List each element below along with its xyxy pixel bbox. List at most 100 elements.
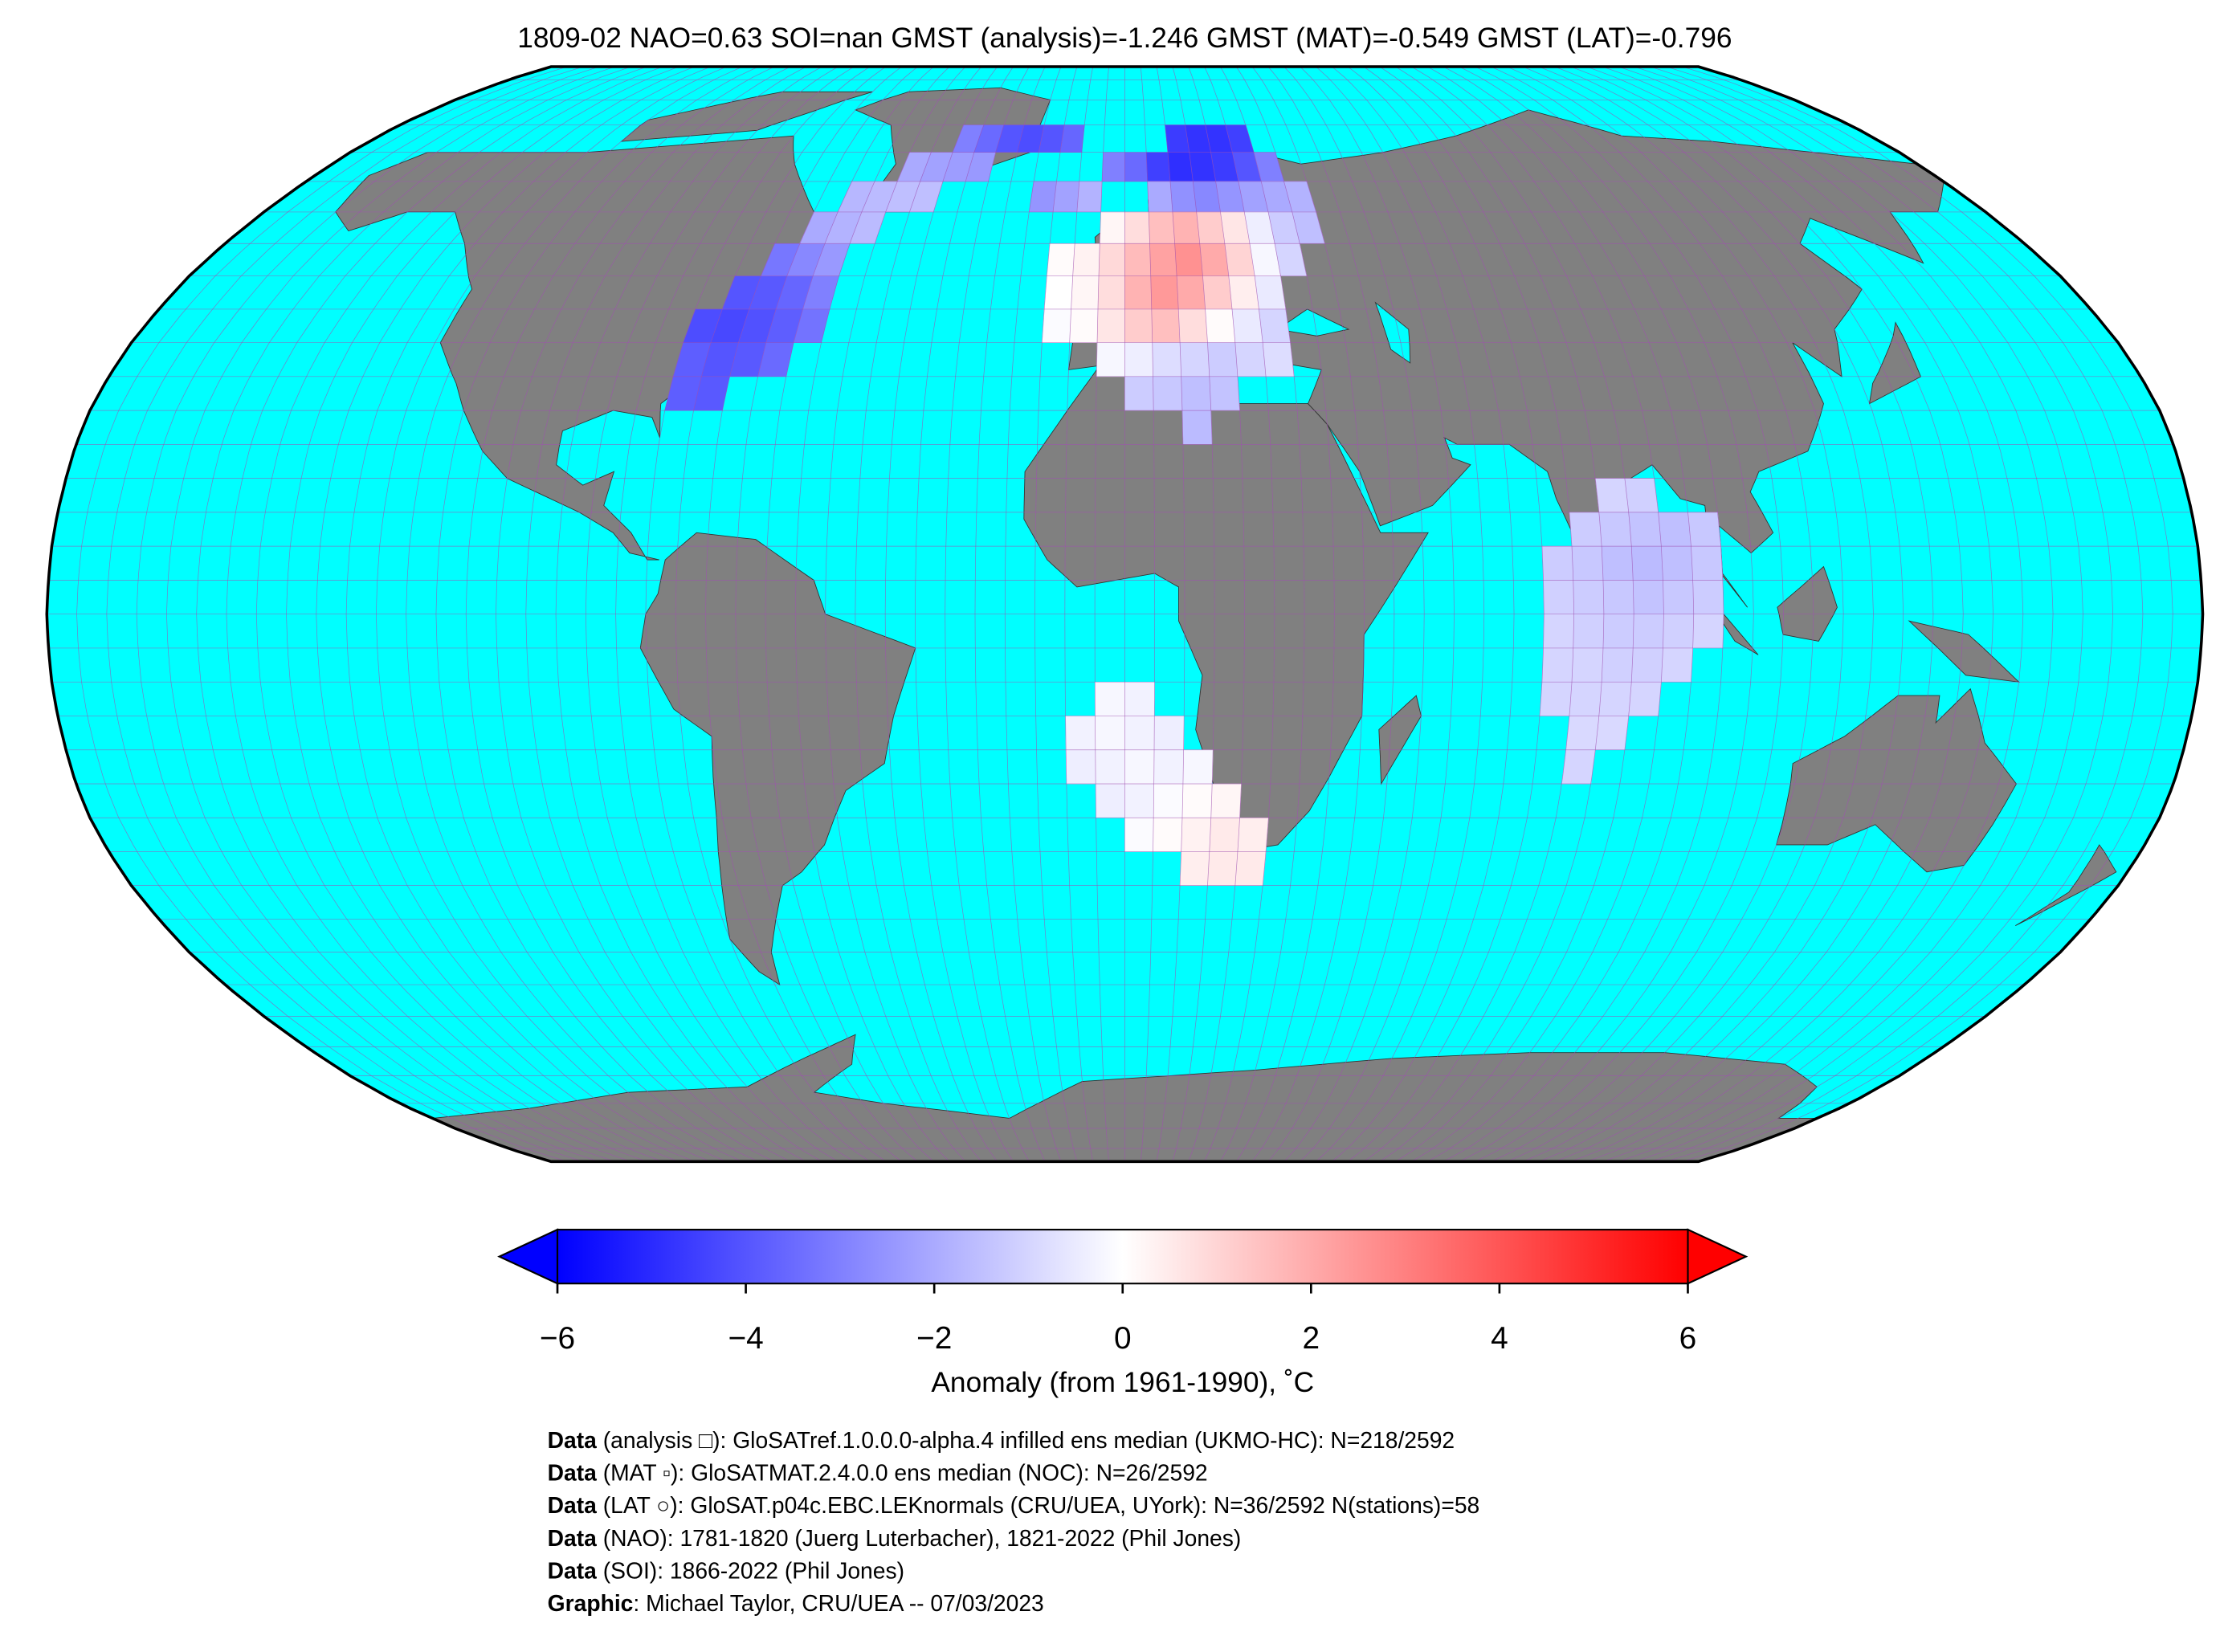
anomaly-cell <box>1043 275 1074 310</box>
anomaly-cell <box>1096 342 1125 377</box>
landmass <box>2015 844 2117 927</box>
anomaly-cell <box>1172 211 1201 244</box>
anomaly-cell <box>1209 376 1240 411</box>
anomaly-cell <box>1069 308 1099 343</box>
anomaly-cell <box>1124 152 1148 182</box>
graticule <box>47 67 2203 1162</box>
anomaly-cell <box>1100 211 1125 244</box>
anomaly-cell <box>1101 152 1125 182</box>
anomaly-cell <box>1151 308 1181 343</box>
anomaly-cell <box>1152 342 1181 377</box>
anomaly-cell <box>1207 342 1239 377</box>
anomaly-cell <box>1177 308 1208 343</box>
colorbar-bar <box>556 1229 1689 1285</box>
anomaly-cell <box>1234 851 1267 886</box>
anomaly-cell <box>1598 681 1632 716</box>
anomaly-cell <box>1153 716 1185 750</box>
anomaly-cell <box>1124 342 1153 377</box>
anomaly-cell <box>1601 647 1634 683</box>
anomaly-cell <box>1095 749 1125 785</box>
colorbar-high-extend <box>1687 1228 1749 1285</box>
anomaly-cell <box>1145 152 1171 182</box>
anomaly-cell <box>1543 580 1574 614</box>
anomaly-cell <box>1663 580 1694 614</box>
anomaly-cell <box>1096 308 1125 343</box>
anomaly-cell <box>1149 243 1177 276</box>
credit-line: Data (analysis □): GloSATref.1.0.0.0-alp… <box>548 1427 1455 1453</box>
anomaly-cell <box>1259 308 1291 343</box>
anomaly-cell <box>1210 783 1242 818</box>
anomaly-cell <box>1196 211 1226 244</box>
landmass <box>335 135 840 561</box>
colorbar: −6 −4 −2 0 2 4 6 Anomaly (from 1961-1990), ˚C <box>497 1228 1749 1398</box>
anomaly-cell <box>1598 512 1632 547</box>
anomaly-cell <box>1573 614 1605 649</box>
anomaly-cell <box>1199 243 1230 276</box>
anomaly-cell <box>1071 275 1100 310</box>
anomaly-cell <box>1541 647 1574 683</box>
colorbar-tick-label: 2 <box>1303 1321 1320 1356</box>
credit-line: Data (SOI): 1866-2022 (Phil Jones) <box>548 1558 904 1584</box>
anomaly-cell <box>1661 545 1693 581</box>
anomaly-cell <box>1041 308 1071 343</box>
anomaly-cell <box>1573 580 1605 614</box>
anomaly-cell <box>1181 376 1212 411</box>
anomaly-cell <box>1153 376 1183 411</box>
anomaly-cell <box>1658 512 1691 547</box>
anomaly-cell <box>1046 243 1075 276</box>
anomaly-cell <box>1124 243 1151 276</box>
anomaly-cell <box>1628 512 1662 547</box>
anomaly-cell <box>1097 275 1125 310</box>
anomaly-cell <box>1561 749 1596 785</box>
anomaly-cell <box>1065 716 1096 750</box>
anomaly-cell <box>1541 545 1574 581</box>
anomaly-cell <box>1076 181 1103 213</box>
anomaly-cell <box>1179 342 1210 377</box>
anomaly-cell <box>1153 817 1183 852</box>
inland-sea <box>1276 308 1350 337</box>
credit-text: (NAO): 1781-1820 (Juerg Luterbacher), 18… <box>597 1525 1241 1551</box>
anomaly-cell <box>1602 614 1634 649</box>
anomaly-cell <box>1630 545 1663 581</box>
anomaly-cell <box>1147 181 1173 213</box>
credit-key: Data <box>548 1460 598 1486</box>
credit-text: (SOI): 1866-2022 (Phil Jones) <box>597 1558 904 1584</box>
colorbar-tick-label: 0 <box>1114 1321 1132 1356</box>
anomaly-cell <box>1182 749 1214 785</box>
credit-line: Data (NAO): 1781-1820 (Juerg Luterbacher… <box>548 1525 1242 1551</box>
credit-key: Data <box>548 1427 598 1453</box>
credit-key: Graphic <box>548 1591 634 1617</box>
anomaly-cell <box>1228 275 1259 310</box>
anomaly-cell <box>1630 647 1663 683</box>
anomaly-cell <box>1601 545 1634 581</box>
anomaly-cell <box>1167 152 1194 182</box>
anomaly-cell <box>1124 376 1154 411</box>
anomaly-cell <box>1254 275 1287 310</box>
anomaly-cell <box>1595 478 1630 513</box>
anomaly-cell <box>1543 614 1574 649</box>
anomaly-cell <box>1176 275 1206 310</box>
anomaly-cell <box>1124 275 1153 310</box>
anomaly-cell <box>1150 275 1179 310</box>
credit-line: Data (MAT ▫): GloSATMAT.2.4.0.0 ens medi… <box>548 1460 1208 1486</box>
anomaly-cell <box>1148 211 1176 244</box>
anomaly-cell <box>1124 308 1153 343</box>
anomaly-cell <box>1052 181 1079 213</box>
anomaly-cell <box>1065 749 1096 785</box>
credit-line: Data (LAT ○): GloSAT.p04c.EBC.LEKnormals… <box>548 1493 1480 1519</box>
anomaly-cell <box>1691 545 1724 581</box>
colorbar-tick-label: 4 <box>1491 1321 1508 1356</box>
anomaly-cell <box>1124 749 1155 785</box>
map-outline <box>45 65 2205 1164</box>
anomaly-cell <box>1539 681 1573 716</box>
anomaly-cell <box>1072 243 1100 276</box>
anomaly-cell <box>1663 614 1694 649</box>
anomaly-cell <box>1565 716 1600 750</box>
anomaly-cell <box>1628 681 1662 716</box>
anomaly-cell <box>1095 716 1125 750</box>
anomaly-cell <box>1095 783 1125 818</box>
anomaly-cell <box>1624 478 1659 513</box>
colorbar-label: Anomaly (from 1961-1990), ˚C <box>931 1367 1314 1398</box>
